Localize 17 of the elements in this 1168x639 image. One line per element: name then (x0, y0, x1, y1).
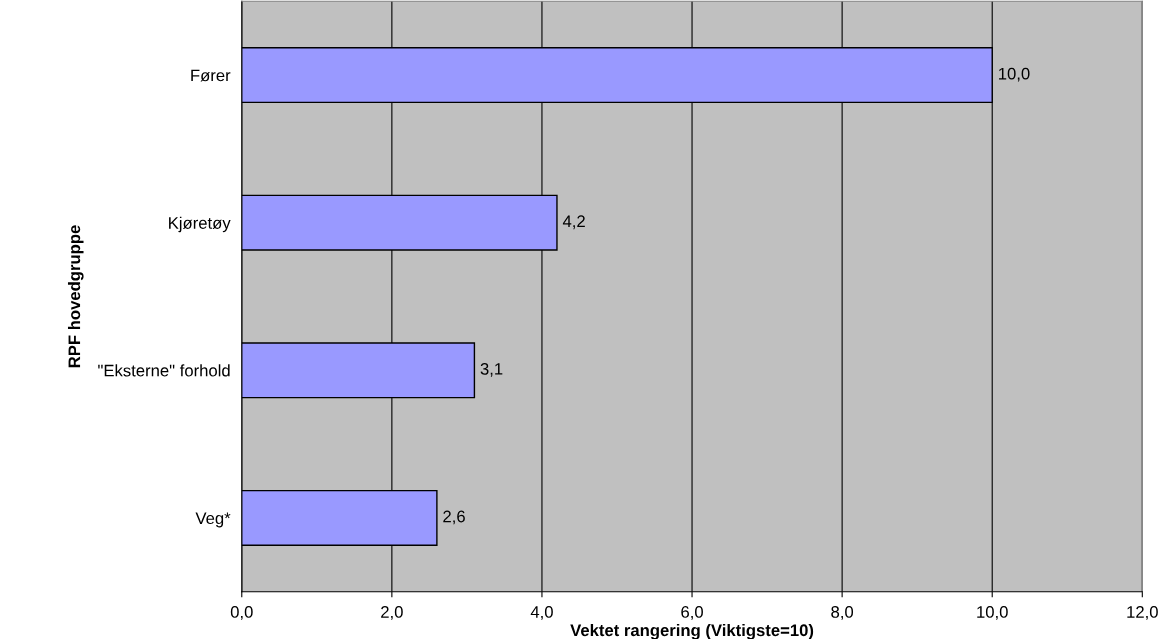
x-axis-title: Vektet rangering (Viktigste=10) (570, 623, 814, 639)
y-tick-label: "Eksterne" forhold (98, 364, 230, 377)
x-tick-label: 8,0 (831, 606, 854, 620)
data-label: 10,0 (999, 67, 1030, 82)
x-tick-label: 10,0 (977, 606, 1008, 620)
data-label: 4,2 (562, 215, 585, 230)
x-tick-label: 0,0 (230, 606, 253, 620)
y-axis-title: RPF hovedgruppe (67, 225, 84, 368)
x-tick-label: 12,0 (1127, 606, 1158, 620)
y-tick-label: Kjøretøy (169, 216, 231, 233)
data-label: 3,1 (480, 362, 503, 377)
y-tick-label: Veg* (195, 512, 231, 528)
data-label: 2,6 (443, 510, 465, 525)
x-tick-label: 2,0 (381, 606, 403, 620)
x-tick-label: 4,0 (530, 606, 553, 620)
y-tick-label: Fører (191, 69, 231, 82)
x-tick-label: 6,0 (681, 606, 703, 620)
